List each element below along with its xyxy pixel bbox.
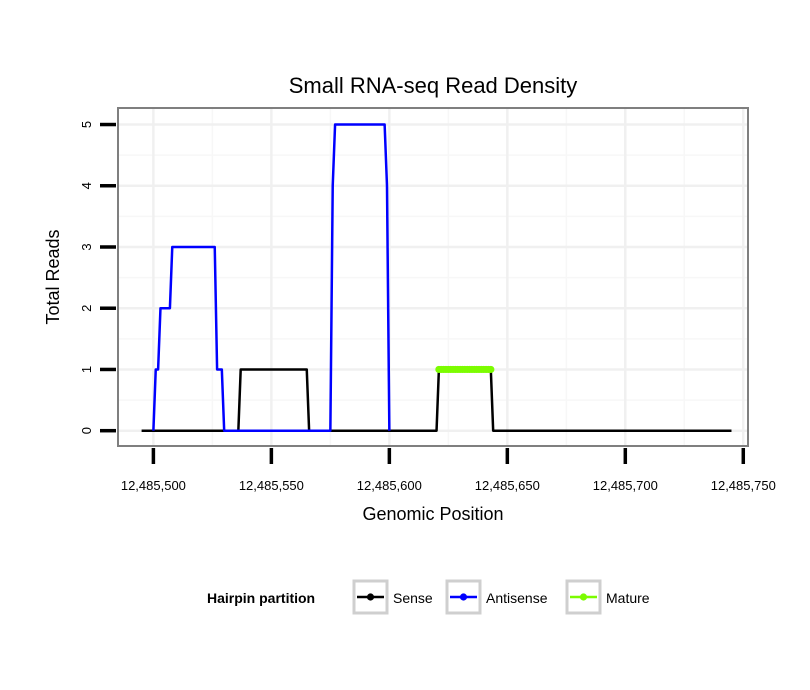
legend-marker-mature: [579, 593, 588, 601]
legend-label-mature: Mature: [606, 590, 650, 606]
x-tick-label: 12,485,600: [357, 478, 422, 493]
plot-border: [117, 107, 749, 447]
data-series: [141, 123, 732, 432]
legend-title: Hairpin partition: [207, 590, 315, 606]
y-tick-label: 0: [79, 427, 94, 434]
legend-label-antisense: Antisense: [486, 590, 548, 606]
x-tick-label: 12,485,650: [475, 478, 540, 493]
series-line-antisense: [152, 123, 391, 432]
legend-marker-antisense: [459, 593, 468, 601]
y-axis: 0 1 2 3 4 5: [79, 121, 116, 434]
x-axis-title: Genomic Position: [362, 504, 503, 524]
y-tick-label: 3: [79, 243, 94, 250]
x-tick-label: 12,485,700: [593, 478, 658, 493]
y-tick-label: 4: [79, 182, 94, 189]
legend-label-sense: Sense: [393, 590, 433, 606]
x-axis: 12,485,500 12,485,550 12,485,600 12,485,650…: [121, 448, 776, 493]
y-axis-title: Total Reads: [43, 229, 63, 324]
x-tick-label: 12,485,500: [121, 478, 186, 493]
y-tick-label: 5: [79, 121, 94, 128]
legend-marker-sense: [366, 593, 375, 601]
x-tick-label: 12,485,750: [711, 478, 776, 493]
grid-lines: [118, 108, 748, 446]
chart-title: Small RNA-seq Read Density: [289, 73, 578, 98]
x-tick-label: 12,485,550: [239, 478, 304, 493]
y-tick-label: 2: [79, 305, 94, 312]
series-line-sense: [141, 368, 732, 432]
legend: Hairpin partition Sense Antisense Mature: [207, 579, 650, 615]
data-point-mature: [487, 365, 495, 374]
y-tick-label: 1: [79, 366, 94, 373]
